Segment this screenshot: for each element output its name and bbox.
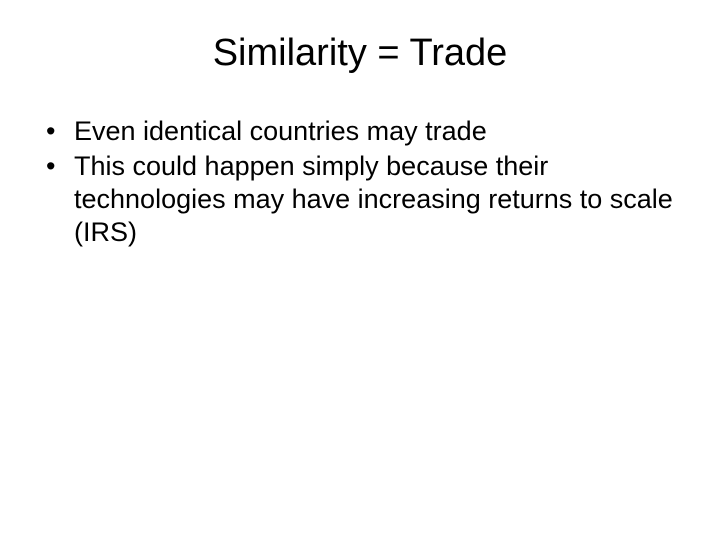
- slide-title: Similarity = Trade: [30, 32, 690, 75]
- bullet-item: This could happen simply because their t…: [42, 150, 690, 249]
- slide-container: Similarity = Trade Even identical countr…: [0, 0, 720, 540]
- bullet-list: Even identical countries may trade This …: [30, 115, 690, 249]
- bullet-item: Even identical countries may trade: [42, 115, 690, 148]
